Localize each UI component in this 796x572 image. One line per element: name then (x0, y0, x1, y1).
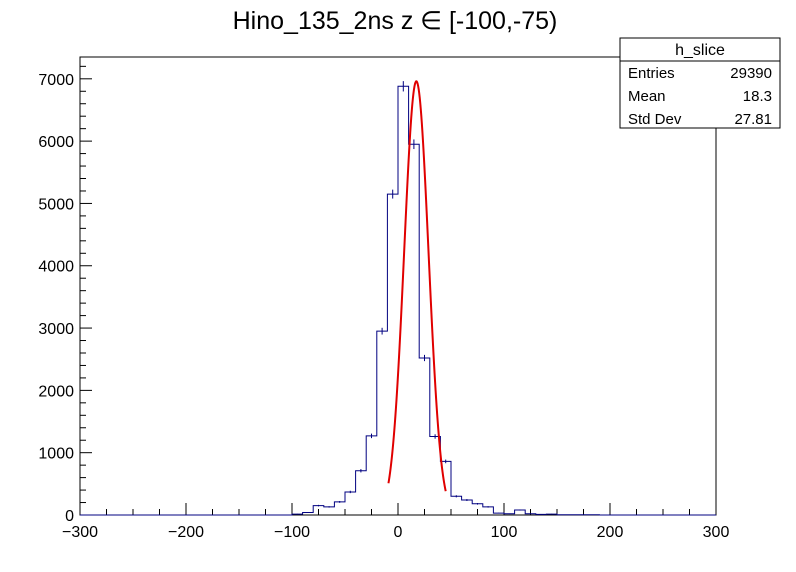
x-tick-label: −200 (168, 524, 204, 541)
stats-mean-label: Mean (628, 88, 666, 105)
y-tick-label: 5000 (38, 196, 74, 213)
y-tick-label: 0 (65, 508, 74, 525)
x-tick-label: −100 (274, 524, 310, 541)
y-tick-label: 2000 (38, 383, 74, 400)
y-axis: 0 1000 2000 3000 4000 5000 6000 7000 (38, 65, 92, 525)
x-tick-label: 100 (491, 524, 518, 541)
x-tick-label: −300 (62, 524, 98, 541)
histogram-outline (80, 85, 716, 516)
histogram (80, 85, 716, 516)
stats-stddev-value: 27.81 (734, 111, 772, 128)
x-axis: −300 −200 −100 0 100 200 300 (62, 503, 729, 541)
fit-curve (387, 80, 447, 492)
stats-box-frame (619, 37, 781, 129)
chart-title: Hino_135_2ns z ∈ [-100,-75) (233, 7, 558, 35)
stats-mean-value: 18.3 (743, 88, 772, 105)
y-tick-label: 1000 (38, 446, 74, 463)
fit-curve-group (387, 80, 447, 492)
stats-entries-value: 29390 (730, 65, 772, 82)
x-tick-label: 300 (703, 524, 730, 541)
y-tick-label: 6000 (38, 134, 74, 151)
error-bars (296, 81, 595, 515)
stats-box: h_slice Entries 29390 Mean 18.3 Std Dev … (619, 37, 781, 129)
stats-entries-label: Entries (628, 65, 675, 82)
x-tick-label: 200 (597, 524, 624, 541)
stats-box-title: h_slice (675, 42, 725, 59)
y-tick-label: 3000 (38, 321, 74, 338)
y-tick-label: 4000 (38, 259, 74, 276)
y-tick-label: 7000 (38, 72, 74, 89)
stats-stddev-label: Std Dev (628, 111, 682, 128)
x-tick-label: 0 (394, 524, 403, 541)
